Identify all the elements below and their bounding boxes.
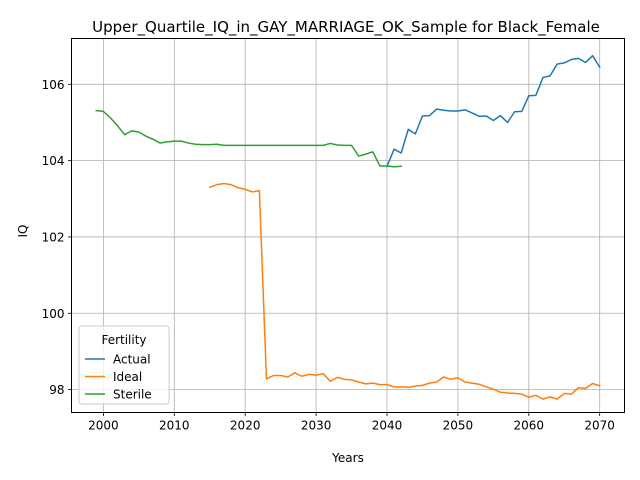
x-axis-label: Years [331, 451, 364, 465]
x-tick-label: 2010 [159, 419, 190, 433]
x-tick-label: 2000 [88, 419, 119, 433]
x-tick-label: 2030 [301, 419, 332, 433]
plot-area-frame [71, 38, 625, 413]
y-tick-label: 98 [49, 383, 64, 397]
legend: Fertility Actual Ideal Sterile [78, 325, 170, 405]
y-tick-label: 106 [42, 78, 65, 92]
series-lines [95, 54, 601, 400]
x-tick-label: 2040 [372, 419, 403, 433]
series-line-actual [386, 54, 601, 168]
series-line-sterile [95, 109, 402, 168]
y-axis-label: IQ [16, 225, 30, 238]
x-tick-label: 2070 [584, 419, 615, 433]
x-tick-label: 2060 [514, 419, 545, 433]
legend-label-actual: Actual [113, 353, 151, 367]
chart-title: Upper_Quartile_IQ_in_GAY_MARRIAGE_OK_Sam… [92, 18, 600, 37]
y-tick-label: 100 [42, 307, 65, 321]
grid [71, 38, 625, 413]
axis-ticks: 2000 2010 2020 2030 2040 2050 2060 2070 98 100 102… [42, 78, 615, 433]
x-tick-label: 2050 [443, 419, 474, 433]
x-tick-label: 2020 [230, 419, 261, 433]
series-line-ideal [208, 182, 601, 400]
legend-box [78, 325, 170, 405]
legend-label-sterile: Sterile [113, 388, 152, 402]
y-tick-label: 104 [42, 154, 65, 168]
legend-label-ideal: Ideal [113, 370, 142, 384]
y-tick-label: 102 [42, 230, 65, 244]
legend-title: Fertility [101, 333, 146, 347]
